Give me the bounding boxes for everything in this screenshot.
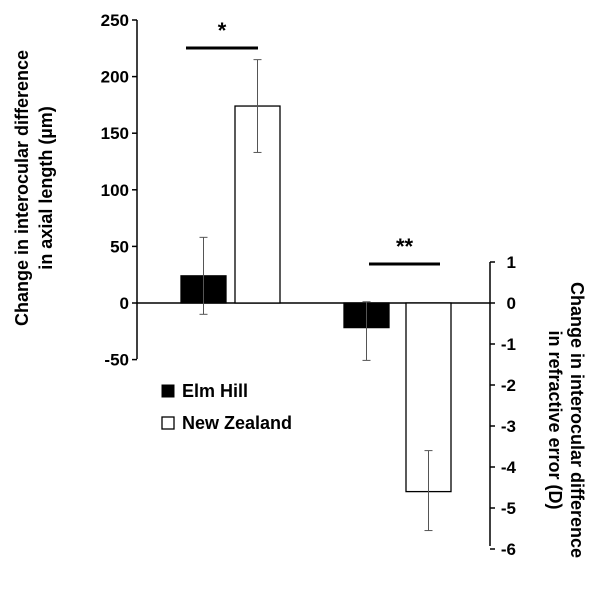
left-axis-tick-label: 100 xyxy=(101,181,129,200)
legend-label-elm-hill: Elm Hill xyxy=(182,381,248,401)
significance-marker: ** xyxy=(396,234,414,259)
left-axis-tick-label: 50 xyxy=(110,237,129,256)
legend-label-new-zealand: New Zealand xyxy=(182,413,292,433)
right-axis-tick-label: -3 xyxy=(501,417,516,436)
left-axis-tick-label: 200 xyxy=(101,68,129,87)
left-axis-tick-label: -50 xyxy=(104,351,129,370)
right-axis-tick-label: 1 xyxy=(507,253,516,272)
right-axis-tick-label: -1 xyxy=(501,335,516,354)
right-axis-tick-label: -4 xyxy=(501,458,517,477)
left-axis-tick-label: 250 xyxy=(101,11,129,30)
significance-marker: * xyxy=(218,18,227,43)
legend-swatch-elm-hill xyxy=(161,384,175,398)
right-axis-tick-label: 0 xyxy=(507,294,516,313)
left-axis-title-line1: Change in interocular difference xyxy=(12,50,32,326)
legend-swatch-new-zealand xyxy=(161,416,175,430)
right-axis-title-line2: in refractive error (D) xyxy=(545,330,565,509)
left-axis-title-line2: in axial length (µm) xyxy=(36,106,56,269)
left-axis-tick-label: 0 xyxy=(120,294,129,313)
right-axis-tick-label: -2 xyxy=(501,376,516,395)
right-axis-tick-label: -6 xyxy=(501,540,516,559)
right-axis-title-line1: Change in interocular difference xyxy=(567,282,587,558)
left-axis-tick-label: 150 xyxy=(101,124,129,143)
legend: Elm Hill New Zealand xyxy=(161,381,292,433)
right-axis-tick-label: -5 xyxy=(501,499,516,518)
